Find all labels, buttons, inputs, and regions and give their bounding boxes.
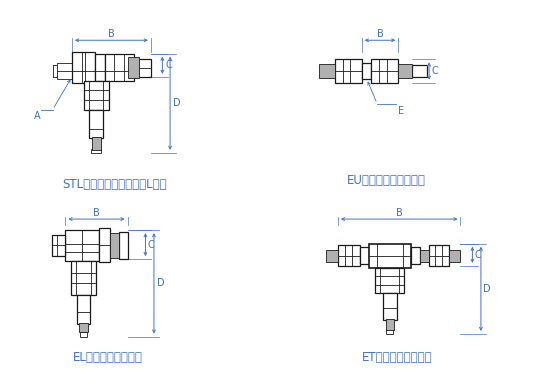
Text: D: D	[156, 278, 164, 288]
Text: STL：スタッドチーズ（L型）: STL：スタッドチーズ（L型）	[62, 178, 167, 191]
Bar	[105, 54, 134, 81]
Text: B: B	[377, 29, 384, 39]
Bar	[376, 268, 404, 293]
Bar	[76, 295, 90, 324]
Text: EU：イコールユニオン: EU：イコールユニオン	[347, 174, 426, 187]
Bar	[119, 232, 128, 259]
Bar	[65, 230, 100, 261]
Text: D: D	[483, 284, 491, 294]
Bar	[70, 261, 96, 295]
Text: EL：イコールエルボ: EL：イコールエルボ	[73, 351, 143, 364]
Bar	[360, 247, 368, 264]
Text: B: B	[108, 29, 115, 39]
Bar	[411, 247, 420, 264]
Text: A: A	[34, 111, 40, 121]
Bar	[412, 65, 427, 77]
Bar	[420, 250, 429, 262]
Bar	[398, 64, 412, 78]
Bar	[110, 233, 119, 258]
Bar	[57, 63, 72, 79]
Bar	[429, 245, 450, 266]
Text: ET：イコールチーズ: ET：イコールチーズ	[362, 351, 433, 364]
Bar	[72, 52, 95, 83]
Text: C: C	[165, 60, 172, 70]
Bar	[338, 245, 360, 266]
Bar	[383, 293, 397, 320]
Bar	[450, 250, 461, 262]
Bar	[79, 323, 88, 332]
Bar	[83, 81, 108, 110]
Bar	[134, 60, 151, 77]
Bar	[92, 137, 101, 150]
Bar	[128, 57, 140, 78]
Text: D: D	[173, 98, 180, 108]
Text: E: E	[398, 106, 404, 116]
Bar	[371, 60, 398, 83]
Bar	[52, 235, 65, 256]
Text: B: B	[93, 208, 100, 218]
Bar	[335, 60, 362, 83]
Bar	[386, 319, 394, 330]
Bar	[326, 250, 338, 262]
Text: C: C	[475, 250, 482, 260]
Bar	[89, 110, 103, 138]
Bar	[386, 329, 393, 334]
Bar	[362, 63, 371, 79]
Bar	[91, 149, 101, 153]
Bar	[368, 244, 411, 268]
Bar	[95, 54, 105, 81]
Bar	[80, 332, 87, 337]
Text: B: B	[396, 208, 403, 218]
Bar	[100, 228, 110, 262]
Text: C: C	[432, 66, 439, 76]
Text: C: C	[148, 240, 155, 250]
Bar	[319, 64, 335, 78]
